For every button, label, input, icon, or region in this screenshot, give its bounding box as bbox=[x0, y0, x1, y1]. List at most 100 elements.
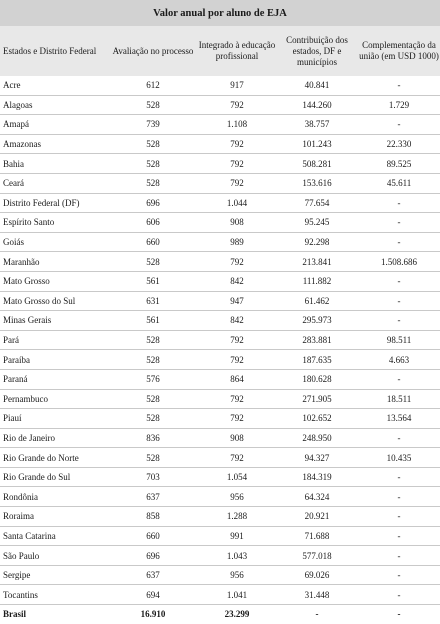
contribuicao-cell: 40.841 bbox=[276, 76, 358, 96]
table-row: Santa Catarina 660 991 71.688- bbox=[0, 526, 440, 547]
avaliacao-cell: 528 bbox=[108, 389, 198, 410]
integrado-cell: 956 bbox=[198, 565, 276, 586]
complementacao-cell: 22.330 bbox=[358, 134, 440, 155]
state-name-cell: Amazonas bbox=[0, 134, 108, 155]
state-name-cell: Rio Grande do Norte bbox=[0, 447, 108, 468]
integrado-cell: 1.288 bbox=[198, 506, 276, 527]
avaliacao-cell: 528 bbox=[108, 251, 198, 272]
table-body: Acre 612 917 40.841- Alagoas 528 792 144.260 1.7… bbox=[0, 76, 440, 624]
integrado-cell: 908 bbox=[198, 212, 276, 233]
complementacao-cell: - bbox=[358, 428, 440, 449]
state-name-cell: Sergipe bbox=[0, 565, 108, 586]
complementacao-cell: - bbox=[358, 310, 440, 331]
table-row: Roraima 858 1.288 20.921- bbox=[0, 506, 440, 527]
contribuicao-cell: 213.841 bbox=[276, 251, 358, 272]
contribuicao-cell: 153.616 bbox=[276, 173, 358, 194]
total-contribuicao-cell: - bbox=[315, 609, 319, 620]
complementacao-cell: - bbox=[358, 545, 440, 566]
state-name-cell: Rio Grande do Sul bbox=[0, 467, 108, 488]
avaliacao-cell: 612 bbox=[108, 76, 198, 96]
total-integrado-cell: 23.299 bbox=[224, 609, 250, 620]
complementacao-cell: - bbox=[358, 212, 440, 233]
integrado-cell: 1.108 bbox=[198, 114, 276, 135]
complementacao-cell: 1.729 bbox=[358, 95, 440, 116]
avaliacao-cell: 528 bbox=[108, 153, 198, 174]
contribuicao-cell: 508.281 bbox=[276, 153, 358, 174]
complementacao-cell: 98.511 bbox=[358, 330, 440, 351]
table-row: Paraná 576 864 180.628- bbox=[0, 369, 440, 390]
column-header-contribuicao: Contribuição dos estados, DF e município… bbox=[276, 26, 358, 76]
integrado-cell: 917 bbox=[198, 76, 276, 96]
integrado-cell: 792 bbox=[198, 349, 276, 370]
state-name-cell: Pernambuco bbox=[0, 389, 108, 410]
state-name-cell: Goiás bbox=[0, 232, 108, 253]
integrado-cell: 864 bbox=[198, 369, 276, 390]
complementacao-cell: 4.663 bbox=[358, 349, 440, 370]
contribuicao-cell: 577.018 bbox=[276, 545, 358, 566]
contribuicao-cell: 101.243 bbox=[276, 134, 358, 155]
contribuicao-cell: 283.881 bbox=[276, 330, 358, 351]
state-name-cell: Rio de Janeiro bbox=[0, 428, 108, 449]
complementacao-cell: 13.564 bbox=[358, 408, 440, 429]
integrado-cell: 792 bbox=[198, 408, 276, 429]
avaliacao-cell: 694 bbox=[108, 584, 198, 606]
state-name-cell: Minas Gerais bbox=[0, 310, 108, 331]
avaliacao-cell: 528 bbox=[108, 134, 198, 155]
contribuicao-cell: 180.628 bbox=[276, 369, 358, 390]
state-name-cell: Piauí bbox=[0, 408, 108, 429]
integrado-cell: 1.043 bbox=[198, 545, 276, 566]
contribuicao-cell: 295.973 bbox=[276, 310, 358, 331]
contribuicao-cell: 71.688 bbox=[276, 526, 358, 547]
contribuicao-cell: 94.327 bbox=[276, 447, 358, 468]
complementacao-cell: - bbox=[358, 193, 440, 214]
integrado-cell: 792 bbox=[198, 389, 276, 410]
contribuicao-cell: 61.462 bbox=[276, 291, 358, 312]
state-name-cell: Rondônia bbox=[0, 486, 108, 508]
table-row: Amapá 739 1.108 38.757- bbox=[0, 114, 440, 135]
table-row: Rio de Janeiro 836 908 248.950- bbox=[0, 428, 440, 449]
total-state-name-cell: Brasil bbox=[3, 609, 27, 620]
complementacao-cell: - bbox=[358, 76, 440, 96]
contribuicao-cell: 64.324 bbox=[276, 486, 358, 508]
complementacao-cell: - bbox=[358, 271, 440, 292]
table-row: Rio Grande do Norte 528 792 94.327 10.435 bbox=[0, 447, 440, 468]
table-row: Tocantins 694 1.041 31.448- bbox=[0, 584, 440, 606]
contribuicao-cell: 271.905 bbox=[276, 389, 358, 410]
contribuicao-cell: 69.026 bbox=[276, 565, 358, 586]
total-avaliacao-cell: 16.910 bbox=[140, 609, 166, 620]
table-row: Piauí 528 792 102.652 13.564 bbox=[0, 408, 440, 429]
contribuicao-cell: 111.882 bbox=[276, 271, 358, 292]
state-name-cell: Amapá bbox=[0, 114, 108, 135]
complementacao-cell: 45.611 bbox=[358, 173, 440, 194]
column-header-complementacao: Complementação da união (em USD 1000) bbox=[358, 26, 440, 76]
integrado-cell: 1.054 bbox=[198, 467, 276, 488]
avaliacao-cell: 631 bbox=[108, 291, 198, 312]
avaliacao-cell: 528 bbox=[108, 408, 198, 429]
complementacao-cell: - bbox=[358, 291, 440, 312]
complementacao-cell: 89.525 bbox=[358, 153, 440, 174]
avaliacao-cell: 660 bbox=[108, 232, 198, 253]
avaliacao-cell: 637 bbox=[108, 565, 198, 586]
avaliacao-cell: 696 bbox=[108, 193, 198, 214]
table-row: Pará 528 792 283.881 98.511 bbox=[0, 330, 440, 351]
integrado-cell: 792 bbox=[198, 134, 276, 155]
avaliacao-cell: 739 bbox=[108, 114, 198, 135]
state-name-cell: Ceará bbox=[0, 173, 108, 194]
integrado-cell: 989 bbox=[198, 232, 276, 253]
table-row: Rio Grande do Sul 703 1.054 184.319- bbox=[0, 467, 440, 488]
table-row: Amazonas 528 792 101.243 22.330 bbox=[0, 134, 440, 155]
complementacao-cell: - bbox=[358, 369, 440, 390]
avaliacao-cell: 836 bbox=[108, 428, 198, 449]
table-row: Ceará 528 792 153.616 45.611 bbox=[0, 173, 440, 194]
avaliacao-cell: 528 bbox=[108, 95, 198, 116]
integrado-cell: 956 bbox=[198, 486, 276, 508]
contribuicao-cell: 38.757 bbox=[276, 114, 358, 135]
table-row: Sergipe 637 956 69.026- bbox=[0, 565, 440, 586]
avaliacao-cell: 528 bbox=[108, 173, 198, 194]
avaliacao-cell: 561 bbox=[108, 310, 198, 331]
contribuicao-cell: 77.654 bbox=[276, 193, 358, 214]
table-title-row: Valor anual por aluno de EJA bbox=[0, 0, 440, 26]
avaliacao-cell: 561 bbox=[108, 271, 198, 292]
